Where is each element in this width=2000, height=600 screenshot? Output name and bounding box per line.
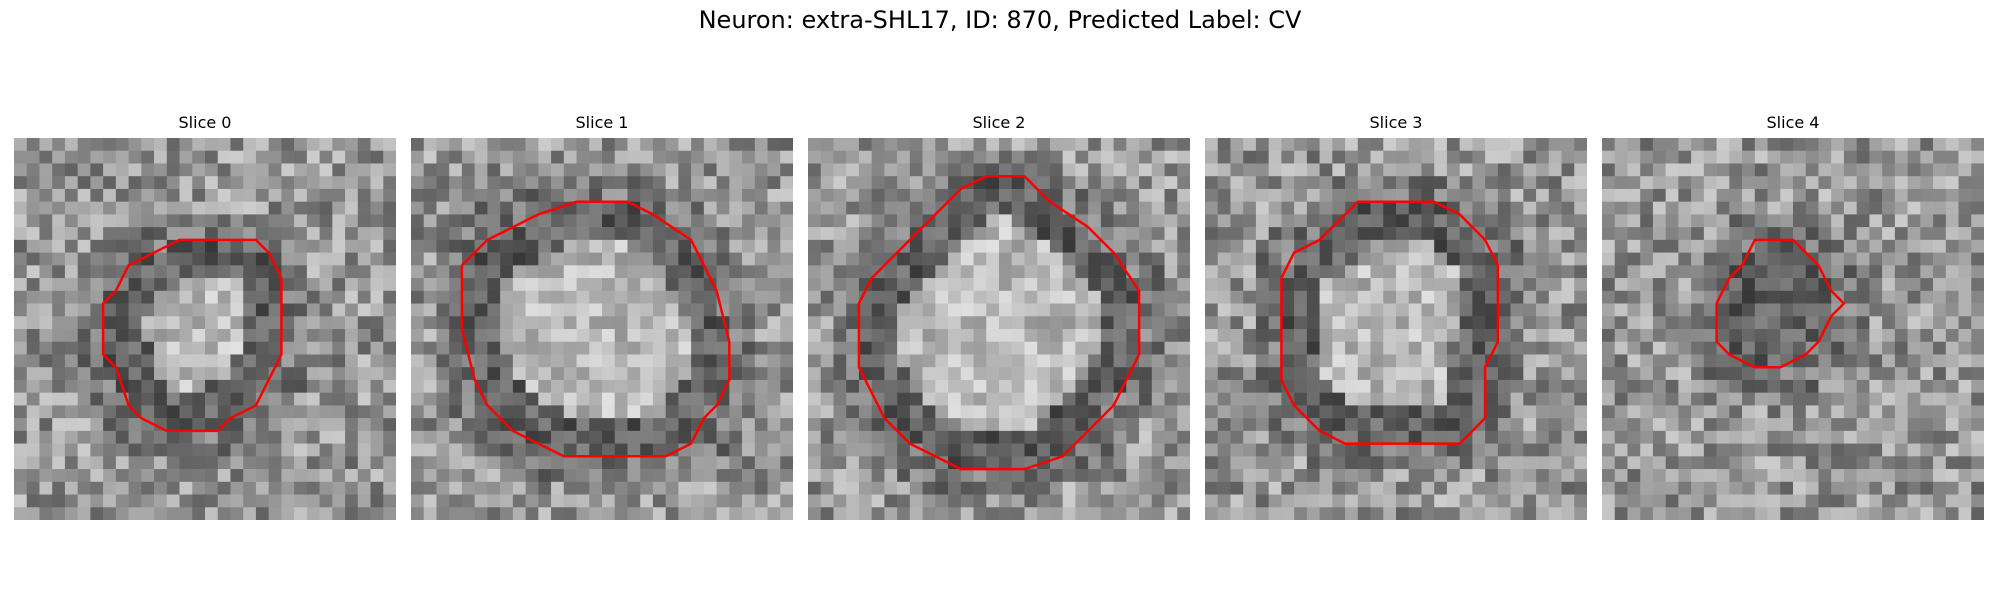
- em-slice-image: [1602, 138, 1984, 520]
- slice-title: Slice 4: [1766, 113, 1820, 132]
- em-slice-image: [1205, 138, 1587, 520]
- slice-panel: Slice 4: [1602, 112, 1984, 520]
- em-slice-image: [14, 138, 396, 520]
- figure-title: Neuron: extra-SHL17, ID: 870, Predicted …: [698, 6, 1302, 34]
- segmentation-outline: [1715, 238, 1846, 369]
- slice-panel: Slice 2: [808, 112, 1190, 520]
- slice-title: Slice 2: [972, 113, 1026, 132]
- em-slice-image: [808, 138, 1190, 520]
- slice-title: Slice 1: [575, 113, 629, 132]
- slice-title: Slice 3: [1369, 113, 1423, 132]
- segmentation-outline: [1280, 200, 1500, 445]
- slice-panel: Slice 3: [1205, 112, 1587, 520]
- em-slice-image: [411, 138, 793, 520]
- slice-title: Slice 0: [178, 113, 232, 132]
- slice-panel: Slice 1: [411, 112, 793, 520]
- segmentation-outline: [857, 174, 1141, 471]
- segmentation-outline: [101, 238, 283, 433]
- slice-panel: Slice 0: [14, 112, 396, 520]
- segmentation-outline: [460, 200, 731, 458]
